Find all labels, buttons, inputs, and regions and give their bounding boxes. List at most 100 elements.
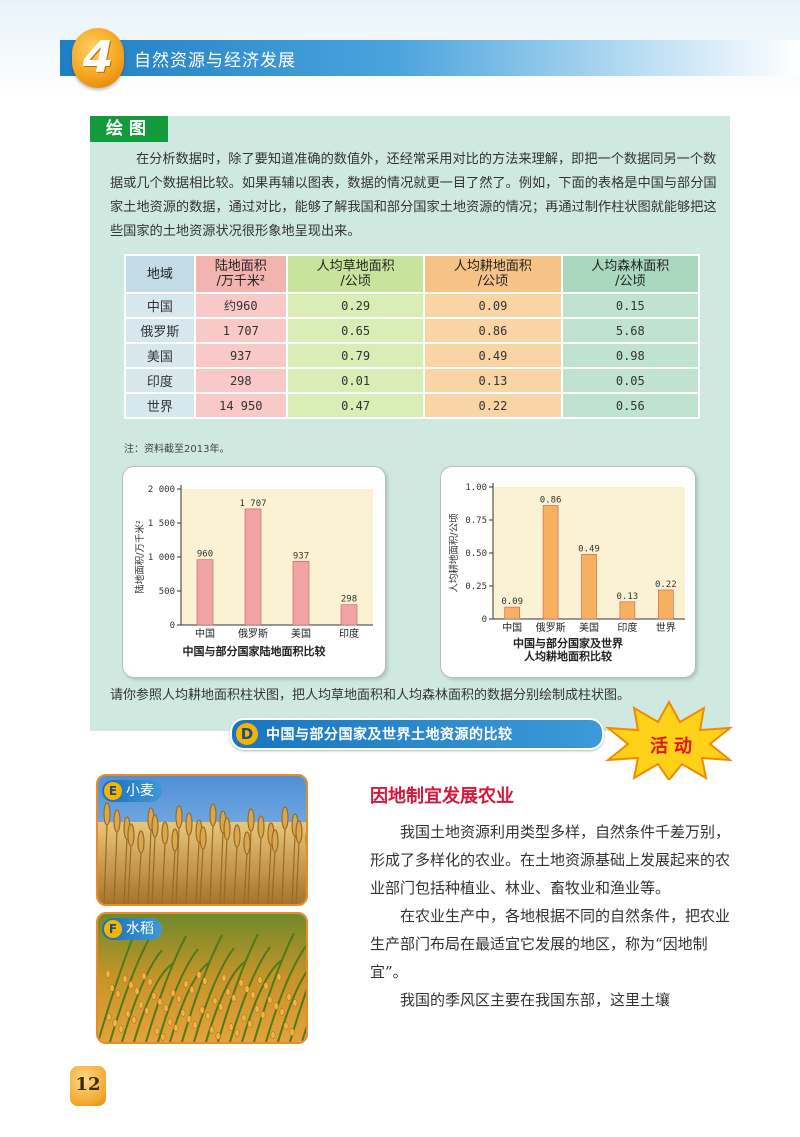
section-tag: 绘图 <box>90 116 168 142</box>
wheat-stem <box>233 845 238 904</box>
wheat-stem <box>195 840 200 904</box>
data-label: 0.13 <box>617 592 639 602</box>
wheat-ear <box>281 806 289 830</box>
wheat-ear <box>151 814 159 838</box>
wheat-stem <box>267 843 272 904</box>
y-axis-label: 陆地面积/万千米² <box>134 520 146 594</box>
activity-instruction: 请你参照人均耕地面积柱状图，把人均草地面积和人均森林面积的数据分别绘制成柱状图。 <box>110 688 631 703</box>
table-header-cell: 陆地面积 /万千米² <box>195 256 286 292</box>
rice-leaf <box>133 962 175 1042</box>
data-label: 960 <box>197 550 213 560</box>
rice-grain <box>125 1010 131 1018</box>
wheat-ear <box>247 808 255 832</box>
y-tick-label: 2 000 <box>148 485 175 495</box>
bar <box>542 505 559 620</box>
rice-photo: F 水稻 <box>96 912 308 1044</box>
y-tick-label: 0.25 <box>465 582 487 592</box>
x-tick-label: 俄罗斯 <box>238 627 268 640</box>
bar <box>619 601 636 620</box>
bar <box>196 559 214 626</box>
land-area-chart-card: 0 500 1 000 1 500 2 000 陆地面积/万千米² 960 中国 1 707 俄罗… <box>122 466 386 678</box>
table-row: 世界 14 950 0.47 0.22 0.56 <box>126 394 698 417</box>
rice-leaf <box>145 935 187 1042</box>
x-tick-label: 印度 <box>617 621 637 634</box>
table-value-cell: 0.05 <box>562 369 698 392</box>
page-header: 4 自然资源与经济发展 <box>0 0 800 100</box>
rice-leaf <box>289 988 306 1042</box>
arable-land-chart-card: 0 0.25 0.50 0.75 1.00 人均耕地面积/公顷 0.09 中国 0.86 俄罗斯 0… <box>440 466 696 678</box>
table-value-cell: 5.68 <box>562 319 698 342</box>
chart-title-line-2: 人均耕地面积比较 <box>524 650 612 663</box>
rice-field-image <box>98 914 306 1042</box>
table-value-cell: 0.79 <box>287 344 424 367</box>
wheat-ear <box>271 829 279 853</box>
table-value-cell: 0.86 <box>425 319 561 342</box>
table-value-cell: 0.22 <box>425 394 561 417</box>
wheat-ear <box>175 805 183 829</box>
rice-grain <box>225 988 231 996</box>
wheat-stem <box>219 831 224 904</box>
chart-title: 中国与部分国家陆地面积比较 <box>182 645 326 658</box>
x-tick-label: 中国 <box>502 621 522 634</box>
wheat-stem <box>291 834 296 904</box>
paragraph: 我国土地资源利用类型多样，自然条件千差万别，形成了多样化的农业。在土地资源基础上… <box>370 823 731 897</box>
wheat-stem <box>123 837 128 904</box>
wheat-ear <box>257 815 265 839</box>
rice-grain <box>205 1012 211 1020</box>
wheat-ear <box>113 809 121 833</box>
data-label: 298 <box>341 595 357 605</box>
rice-leaf <box>253 932 295 1042</box>
rice-grain <box>250 991 256 999</box>
rice-grain <box>218 1003 224 1011</box>
rice-grain <box>289 1028 295 1036</box>
table-value-cell: 0.65 <box>287 319 424 342</box>
rice-grain <box>151 992 157 1000</box>
rice-grain <box>180 1009 186 1017</box>
rice-grain <box>209 1026 215 1034</box>
arable-land-chart: 0 0.25 0.50 0.75 1.00 人均耕地面积/公顷 0.09 中国 0.86 俄罗斯 0… <box>448 483 685 634</box>
table-country-cell: 俄罗斯 <box>126 319 194 342</box>
rice-grain <box>241 1014 247 1022</box>
data-label: 0.86 <box>540 495 562 505</box>
rice-grain <box>257 976 263 984</box>
activity-badge: 活动 <box>650 736 698 757</box>
section-heading: 因地制宜发展农业 <box>370 786 514 807</box>
wheat-stem <box>137 851 142 904</box>
table-value-cell: 14 950 <box>195 394 286 417</box>
rice-grain <box>212 997 218 1005</box>
chart-title-line-1: 中国与部分国家及世界 <box>513 637 623 650</box>
rice-grain <box>267 996 273 1004</box>
wheat-stem <box>175 826 180 904</box>
rice-grain <box>192 1021 198 1029</box>
wheat-stem <box>103 823 108 904</box>
rice-grain <box>202 977 208 985</box>
wheat-ear <box>233 824 241 848</box>
rice-grain <box>244 985 250 993</box>
wheat-stem <box>171 849 176 904</box>
bar <box>244 508 262 626</box>
rice-grain <box>170 989 176 997</box>
wheat-stem <box>295 841 300 904</box>
rice-grain <box>273 1002 279 1010</box>
bar <box>340 604 358 626</box>
table-row: 印度 298 0.01 0.13 0.05 <box>126 369 698 392</box>
rice-grain <box>134 987 140 995</box>
chapter-badge: 4 <box>72 28 124 88</box>
wheat-stem <box>271 850 276 904</box>
rice-grain <box>128 981 134 989</box>
wheat-ear <box>171 828 179 852</box>
wheat-ear <box>223 817 231 841</box>
table-country-cell: 美国 <box>126 344 194 367</box>
page-number: 12 <box>75 1074 101 1095</box>
land-area-chart: 0 500 1 000 1 500 2 000 陆地面积/万千米² 960 中国 1 707 俄罗… <box>134 485 373 640</box>
table-value-cell: 约960 <box>195 294 286 317</box>
wheat-stem <box>127 844 132 904</box>
wheat-stem <box>113 830 118 904</box>
rice-grain <box>279 1008 285 1016</box>
wheat-photo: E 小麦 <box>96 774 308 906</box>
wheat-ear <box>103 802 111 826</box>
rice-grain <box>260 1011 266 1019</box>
rice-grain <box>283 1022 289 1030</box>
y-tick-label: 1 000 <box>148 553 175 563</box>
wheat-stem <box>281 827 286 904</box>
